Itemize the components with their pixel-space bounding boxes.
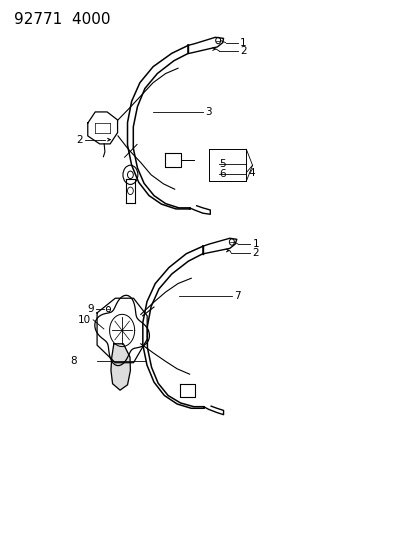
Text: 10: 10 xyxy=(78,315,91,325)
Text: 5: 5 xyxy=(219,159,225,168)
Text: 9: 9 xyxy=(88,304,94,314)
Text: 2: 2 xyxy=(252,248,259,257)
Text: 8: 8 xyxy=(70,357,76,366)
Text: 7: 7 xyxy=(233,291,240,301)
Text: 1: 1 xyxy=(252,239,259,249)
Text: 3: 3 xyxy=(204,107,211,117)
Text: 6: 6 xyxy=(219,169,225,179)
Text: 2: 2 xyxy=(240,46,246,56)
Text: 2: 2 xyxy=(76,135,83,144)
Text: 92771  4000: 92771 4000 xyxy=(14,12,111,27)
Text: 4: 4 xyxy=(248,168,254,177)
Text: 1: 1 xyxy=(240,38,246,47)
Polygon shape xyxy=(111,344,130,390)
